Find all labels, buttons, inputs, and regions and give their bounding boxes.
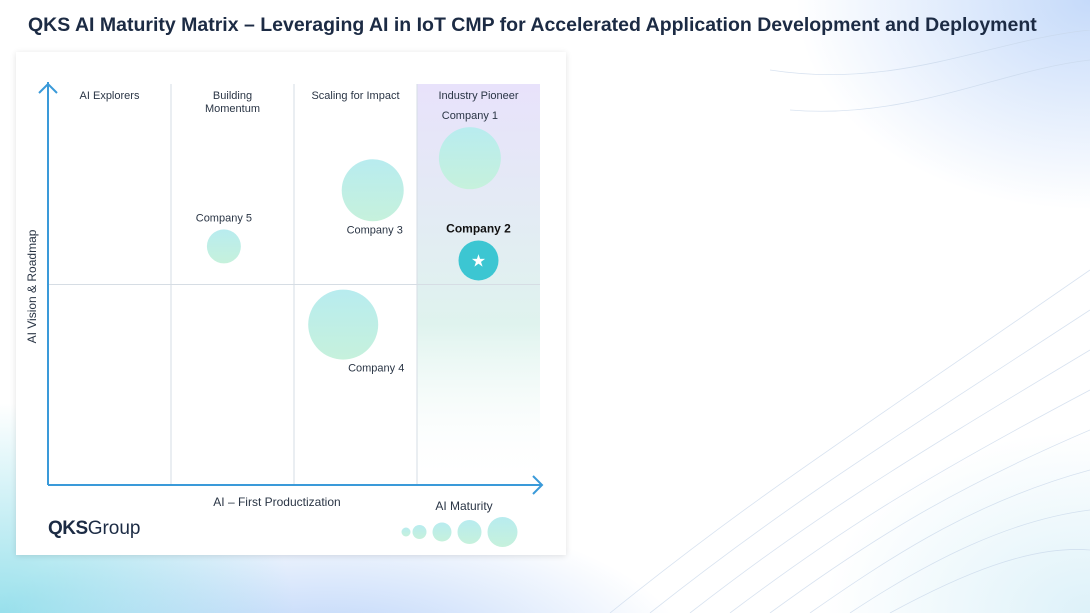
- x-axis-arrow-icon: [532, 475, 544, 495]
- data-point-label: Company 1: [442, 110, 498, 122]
- quadrant-label: Industry Pioneer: [438, 90, 518, 102]
- data-point-bubble: [438, 127, 501, 190]
- size-legend-bubble: [457, 520, 482, 544]
- x-axis-label: AI – First Productization: [213, 495, 340, 509]
- size-legend-bubble: [401, 527, 411, 537]
- background-wave-lines: [609, 30, 1090, 613]
- data-point-label: Company 3: [347, 224, 403, 236]
- page-title: QKS AI Maturity Matrix – Leveraging AI i…: [28, 14, 1037, 36]
- data-point-bubble: [206, 229, 241, 264]
- data-point-bubble: [458, 240, 499, 281]
- data-point-label: Company 4: [348, 363, 404, 375]
- size-legend-bubble: [412, 525, 427, 539]
- qks-group-logo: QKSGroup: [48, 518, 141, 540]
- quadrant-label: Building Momentum: [205, 90, 260, 115]
- logo-wordmark-light: Group: [87, 518, 141, 539]
- size-legend-bubble: [487, 517, 518, 547]
- data-point-bubble: [308, 289, 379, 360]
- size-legend-bubble: [432, 522, 452, 542]
- star-icon: ★: [471, 251, 486, 271]
- data-point-bubble: [341, 159, 404, 222]
- quadrant-label: AI Explorers: [80, 90, 140, 102]
- y-axis-label: AI Vision & Roadmap: [25, 229, 39, 343]
- size-legend-label: AI Maturity: [435, 499, 492, 513]
- maturity-matrix-card: AI – First Productization AI Vision & Roa…: [16, 52, 566, 555]
- data-point-label: Company 5: [196, 212, 252, 224]
- quadrant-label: Scaling for Impact: [311, 90, 399, 102]
- y-axis-arrow-icon: [38, 82, 58, 94]
- logo-wordmark-bold: QKS: [48, 518, 88, 539]
- data-point-label: Company 2: [446, 221, 511, 235]
- maturity-matrix-chart: AI – First Productization AI Vision & Roa…: [25, 82, 544, 547]
